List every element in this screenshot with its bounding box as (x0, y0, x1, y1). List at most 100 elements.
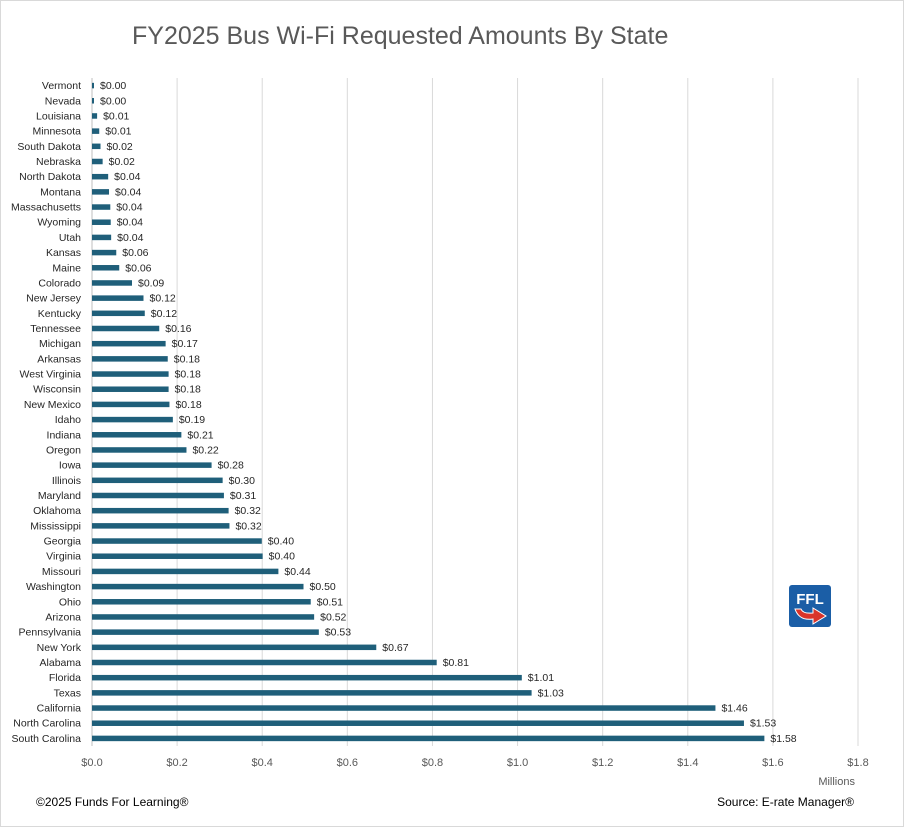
bar (92, 568, 279, 575)
category-labels: Vermont Nevada Louisiana Minnesota South Dak… (11, 80, 82, 745)
bar (92, 325, 160, 332)
value-label: $1.58 (770, 733, 796, 745)
category-label: Illinois (52, 475, 81, 487)
bar (92, 553, 263, 559)
value-label: $0.06 (125, 262, 151, 274)
bar (92, 629, 319, 635)
bar (92, 720, 744, 726)
bar (92, 310, 145, 317)
value-label: $0.19 (179, 414, 205, 426)
category-label: Kansas (46, 247, 81, 259)
category-label: New Jersey (26, 293, 82, 305)
bar (92, 538, 262, 544)
x-tick-label: $0.8 (422, 757, 443, 769)
category-label: Tennessee (30, 323, 81, 335)
value-label: $0.04 (116, 202, 142, 214)
x-axis-unit-label: Millions (818, 776, 855, 788)
value-label: $0.04 (115, 186, 141, 198)
x-tick-label: $0.4 (252, 757, 273, 769)
bar (92, 98, 94, 104)
value-label: $0.51 (317, 596, 343, 608)
category-label: Maine (52, 262, 81, 274)
bar (92, 477, 223, 484)
bar (92, 690, 532, 696)
category-label: Massachusetts (11, 202, 81, 214)
category-label: Kentucky (38, 308, 82, 320)
category-label: Texas (54, 687, 81, 699)
value-label: $0.32 (235, 505, 261, 517)
bar (92, 401, 170, 408)
bar (92, 462, 212, 468)
bar (92, 507, 229, 514)
value-label: $0.06 (122, 247, 148, 259)
category-label: Mississippi (30, 520, 81, 532)
value-label: $0.17 (172, 338, 198, 350)
value-label: $0.81 (443, 657, 469, 669)
category-label: West Virginia (20, 369, 82, 381)
category-label: Louisiana (36, 110, 81, 122)
x-tick-label: $1.2 (592, 757, 613, 769)
bar (92, 265, 120, 271)
category-label: Oklahoma (33, 505, 81, 517)
value-label: $0.04 (117, 232, 143, 244)
category-label: Idaho (55, 414, 81, 426)
value-label: $0.18 (175, 384, 201, 396)
value-label: $1.46 (721, 703, 747, 715)
bar (92, 735, 765, 742)
value-label: $0.18 (175, 399, 201, 411)
category-label: Colorado (38, 277, 81, 289)
bar (92, 674, 522, 681)
logo-arrow-icon (794, 607, 827, 625)
value-label: $0.53 (325, 627, 351, 639)
value-label: $0.22 (192, 444, 218, 456)
bar (92, 447, 187, 453)
bar (92, 386, 169, 392)
bar (92, 204, 111, 210)
bar (92, 128, 100, 134)
x-tick-label: $0.0 (81, 757, 102, 769)
x-tick-label: $1.0 (507, 757, 528, 769)
category-label: South Carolina (12, 733, 82, 745)
category-label: Alabama (40, 657, 82, 669)
category-label: Florida (49, 672, 81, 684)
bar (92, 82, 94, 89)
value-label: $0.30 (229, 475, 255, 487)
x-tick-label: $0.2 (166, 757, 187, 769)
value-label: $0.04 (114, 171, 140, 183)
category-label: South Dakota (17, 141, 81, 153)
category-label: Minnesota (33, 126, 82, 138)
x-tick-label: $1.4 (677, 757, 698, 769)
bar (92, 492, 224, 499)
value-label: $0.44 (284, 566, 310, 578)
category-label: Vermont (42, 80, 81, 92)
value-label: $0.01 (105, 126, 131, 138)
value-label: $0.52 (320, 611, 346, 623)
bar (92, 659, 437, 666)
value-label: $1.53 (750, 718, 776, 730)
value-label: $0.12 (149, 293, 175, 305)
bar (92, 523, 230, 529)
bar (92, 234, 112, 241)
category-label: New York (37, 642, 82, 654)
value-label: $0.40 (268, 536, 294, 548)
value-label: $0.21 (187, 429, 213, 441)
category-label: North Dakota (19, 171, 81, 183)
category-label: Pennsylvania (19, 627, 82, 639)
value-label: $0.12 (151, 308, 177, 320)
copyright-text: ©2025 Funds For Learning® (36, 795, 189, 809)
bar (92, 173, 109, 180)
category-label: Arizona (45, 611, 81, 623)
bar (92, 219, 111, 225)
bar (92, 280, 133, 286)
x-tick-label: $0.6 (337, 757, 358, 769)
value-label: $0.04 (117, 217, 143, 229)
category-label: Oregon (46, 444, 81, 456)
category-label: Nevada (45, 95, 81, 107)
value-label: $0.67 (382, 642, 408, 654)
bar (92, 295, 144, 301)
value-label: $0.50 (310, 581, 336, 593)
category-label: Indiana (47, 429, 82, 441)
bar (92, 644, 377, 651)
bar (92, 371, 169, 377)
